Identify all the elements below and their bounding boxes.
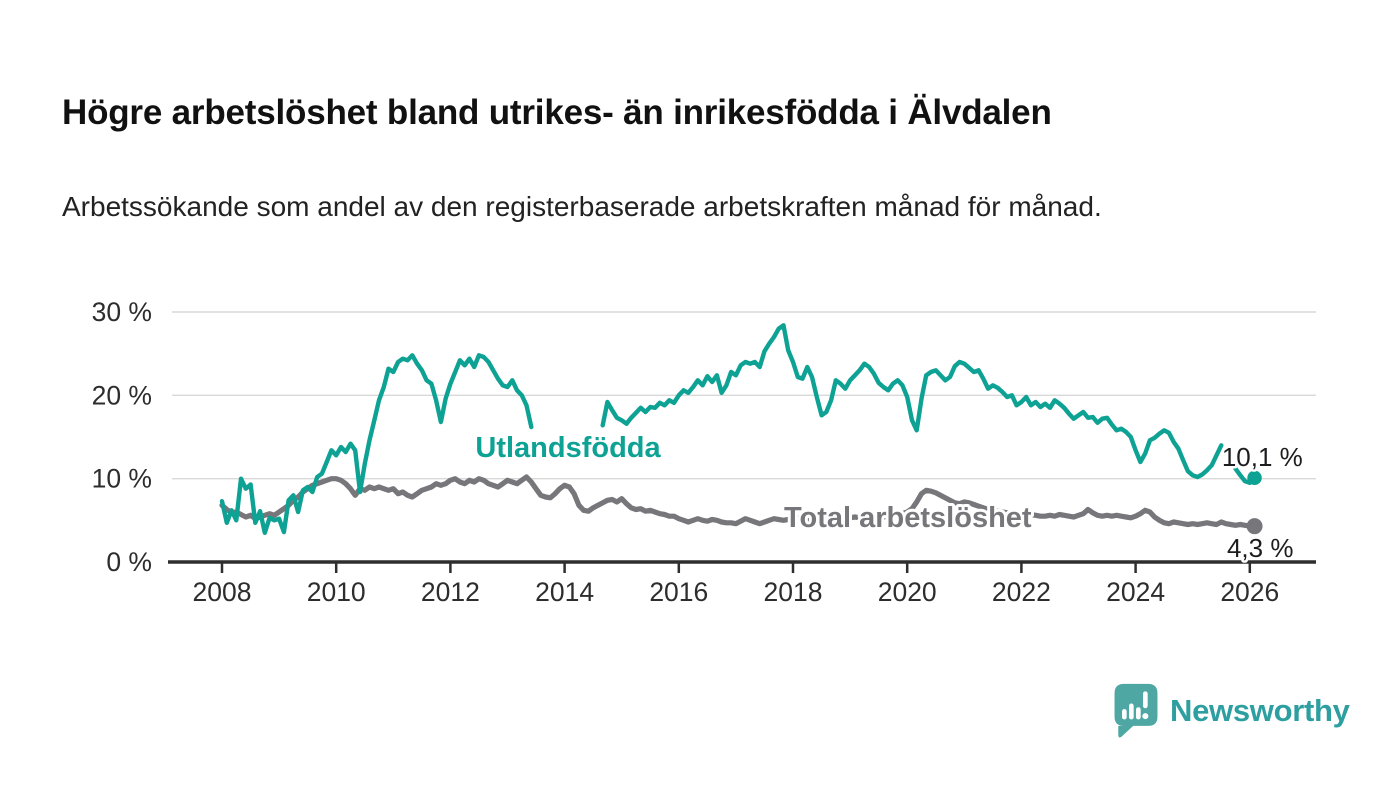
logo-exclamation-stick (1143, 691, 1148, 709)
x-axis-label-2008: 2008 (193, 577, 252, 607)
page-subtitle: Arbetssökande som andel av den registerb… (62, 191, 1102, 222)
logo-bar-1 (1122, 709, 1127, 720)
logo-bar-2 (1129, 703, 1134, 720)
series-line-utlandsf-dda (219, 353, 534, 535)
x-axis-label-2018: 2018 (764, 577, 823, 607)
series-end-dot-total-arbetsl-shet (1246, 518, 1263, 535)
series-line-total-arbetsl-shet (219, 474, 1258, 529)
x-axis-label-2014: 2014 (535, 577, 594, 607)
x-axis-label-2026: 2026 (1220, 577, 1279, 607)
series-end-value-label-utlandsf-dda: 10,1 % (1222, 442, 1303, 472)
series-label-utlandsf-dda: Utlandsfödda (475, 432, 661, 464)
series-end-dot-utlandsf-dda (1247, 470, 1262, 486)
y-axis-label-10: 10 % (92, 464, 152, 494)
x-axis-label-2020: 2020 (878, 577, 937, 607)
series-end-value-label-total-arbetsl-shet: 4,3 % (1227, 533, 1294, 563)
series-line-utlandsf-dda (600, 323, 1224, 480)
x-axis-label-2016: 2016 (649, 577, 708, 607)
x-axis-label-2022: 2022 (992, 577, 1051, 607)
x-axis-label-2024: 2024 (1106, 577, 1165, 607)
y-axis-label-20: 20 % (92, 380, 152, 410)
page-title: Högre arbetslöshet bland utrikes- än inr… (62, 93, 1052, 133)
bar-chart-speech-bubble-icon (1114, 683, 1158, 738)
y-axis-label-30: 30 % (92, 297, 152, 327)
series-label-total-arbetsl-shet: Total arbetslöshet (784, 502, 1032, 534)
x-axis-label-2012: 2012 (421, 577, 480, 607)
x-axis-label-2010: 2010 (307, 577, 366, 607)
logo-bar-3 (1136, 707, 1141, 720)
y-axis-label-0: 0 % (106, 547, 152, 577)
newsworthy-logo: Newsworthy (1113, 683, 1350, 739)
logo-exclamation-dot (1142, 713, 1149, 720)
brand-wordmark: Newsworthy (1170, 693, 1350, 728)
